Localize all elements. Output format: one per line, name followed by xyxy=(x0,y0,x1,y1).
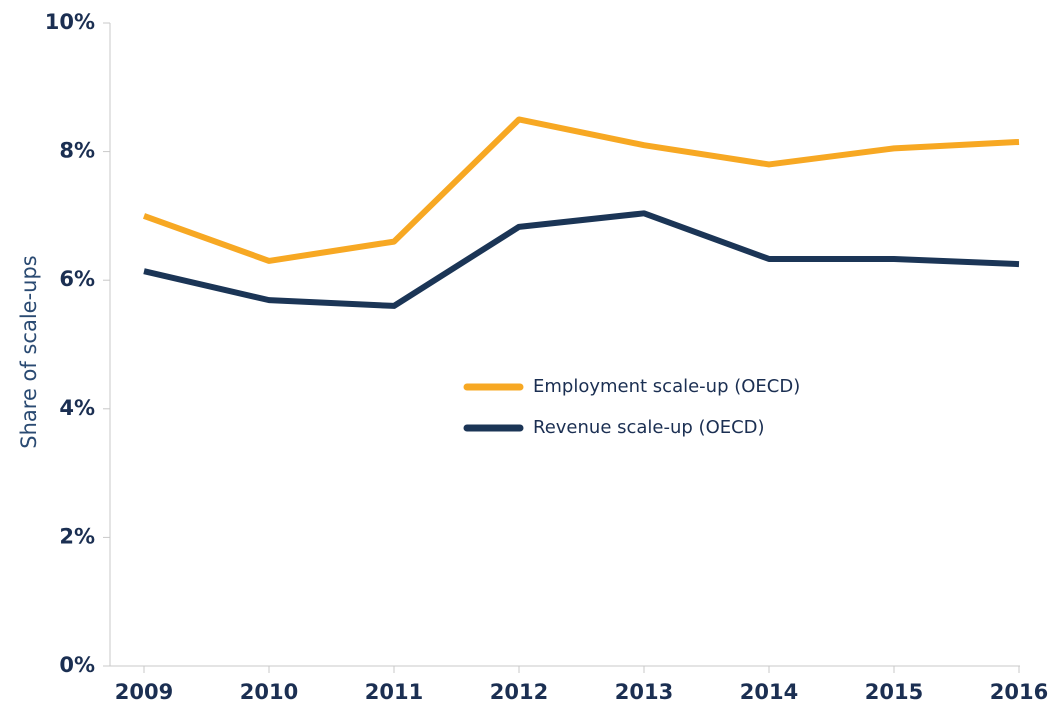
x-tick-label: 2012 xyxy=(490,680,548,704)
x-tick-label: 2009 xyxy=(115,680,173,704)
y-tick-label: 4% xyxy=(59,396,95,420)
x-tick-label: 2013 xyxy=(615,680,673,704)
y-tick-label: 2% xyxy=(59,524,95,548)
x-tick-label: 2011 xyxy=(365,680,423,704)
series-line xyxy=(143,210,1020,309)
y-tick-label: 0% xyxy=(59,653,95,677)
series-line xyxy=(142,116,1020,264)
y-axis-title: Share of scale-ups xyxy=(17,255,41,448)
y-tick-label: 8% xyxy=(59,139,95,163)
x-tick-label: 2016 xyxy=(990,680,1048,704)
y-tick-label: 10% xyxy=(45,10,95,34)
legend-label: Revenue scale-up (OECD) xyxy=(533,417,765,438)
x-tick-label: 2014 xyxy=(740,680,798,704)
y-tick-label: 6% xyxy=(59,267,95,291)
x-tick-label: 2015 xyxy=(865,680,923,704)
x-tick-label: 2010 xyxy=(240,680,298,704)
legend-label: Employment scale-up (OECD) xyxy=(533,376,800,397)
